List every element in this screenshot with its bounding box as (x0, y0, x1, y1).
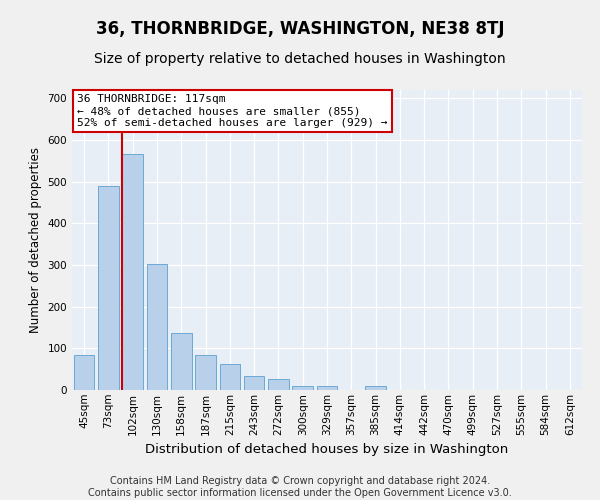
Bar (122, 154, 143, 390)
Bar (171, 333, 191, 390)
Bar (292, 386, 313, 390)
Bar (317, 386, 337, 390)
Text: 36 THORNBRIDGE: 117sqm
← 48% of detached houses are smaller (855)
52% of semi-de: 36 THORNBRIDGE: 117sqm ← 48% of detached… (77, 94, 388, 128)
Bar (146, 264, 167, 390)
Text: 36, THORNBRIDGE, WASHINGTON, NE38 8TJ: 36, THORNBRIDGE, WASHINGTON, NE38 8TJ (96, 20, 504, 38)
Text: Contains HM Land Registry data © Crown copyright and database right 2024.
Contai: Contains HM Land Registry data © Crown c… (88, 476, 512, 498)
Bar (74, 356, 94, 390)
X-axis label: Distribution of detached houses by size in Washington: Distribution of detached houses by size … (145, 443, 509, 456)
Text: Size of property relative to detached houses in Washington: Size of property relative to detached ho… (94, 52, 506, 66)
Bar (244, 376, 265, 390)
Bar (220, 364, 240, 390)
Bar (195, 354, 216, 390)
Bar (268, 379, 289, 390)
Y-axis label: Number of detached properties: Number of detached properties (29, 147, 42, 333)
Bar (98, 186, 119, 390)
Bar (365, 386, 386, 390)
